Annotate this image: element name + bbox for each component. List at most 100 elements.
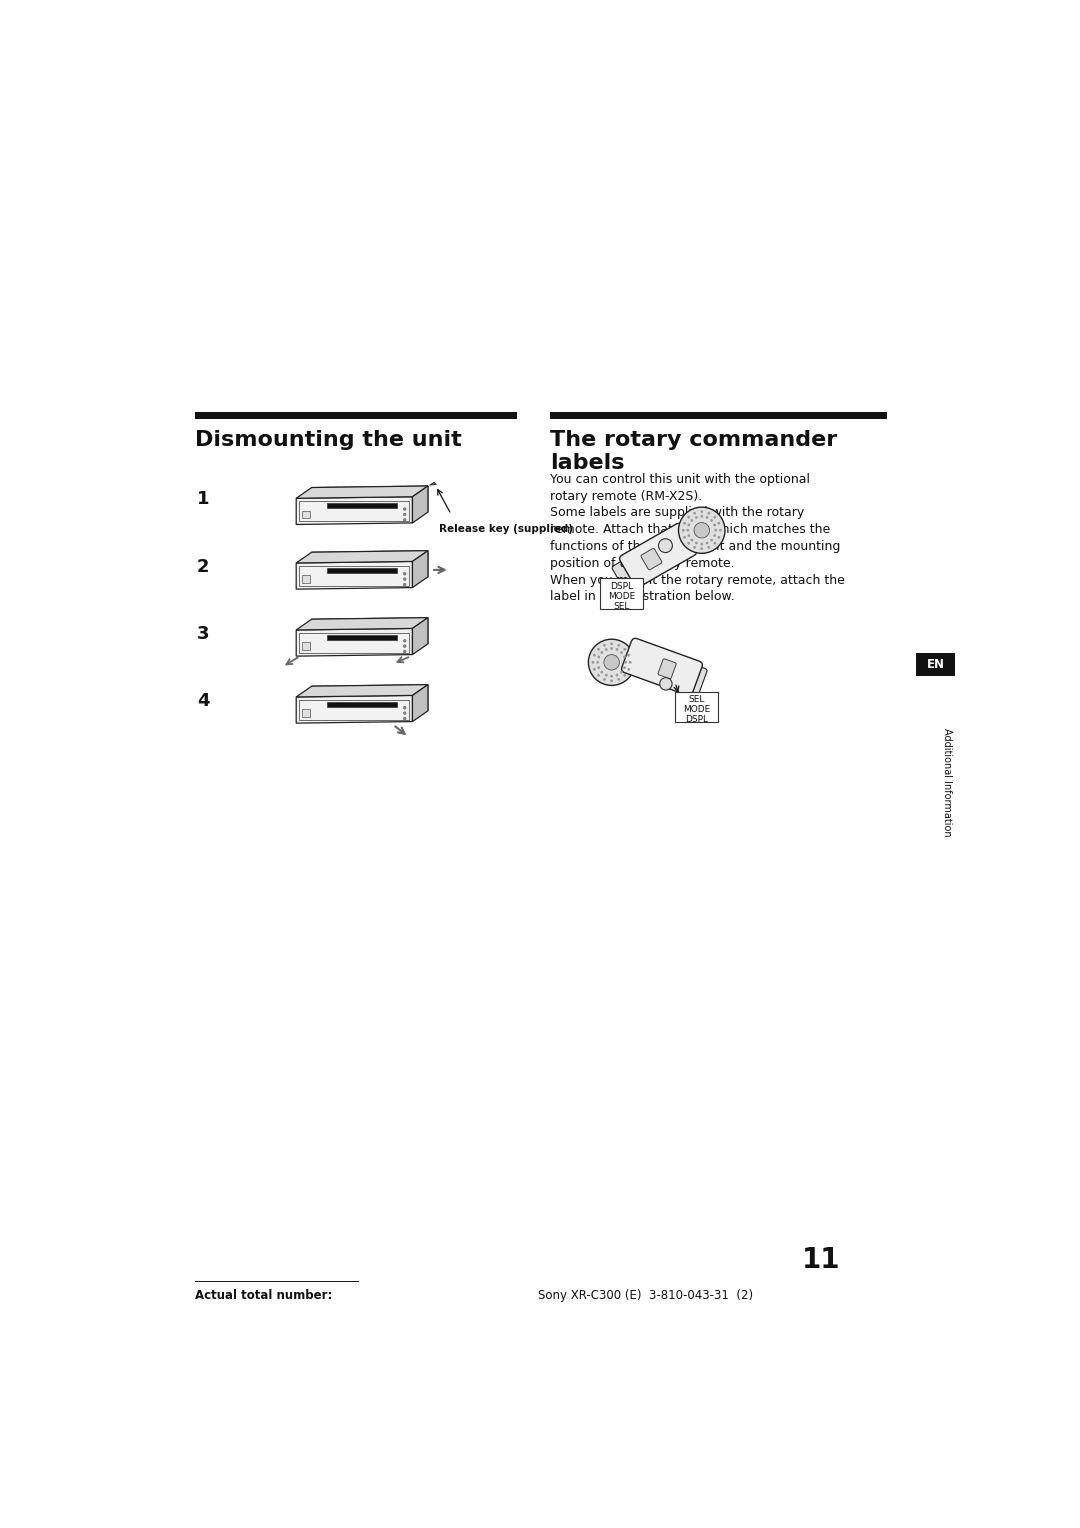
FancyBboxPatch shape <box>658 659 676 678</box>
Circle shape <box>707 512 711 515</box>
Circle shape <box>616 648 619 651</box>
Bar <box>299 700 409 720</box>
Bar <box>600 579 643 610</box>
Polygon shape <box>296 695 413 723</box>
Circle shape <box>403 573 406 575</box>
Text: SEL: SEL <box>688 695 704 704</box>
Polygon shape <box>296 486 428 498</box>
Circle shape <box>620 651 623 654</box>
Circle shape <box>711 539 713 541</box>
Circle shape <box>659 539 673 553</box>
Circle shape <box>717 521 720 524</box>
Text: DSPL: DSPL <box>610 582 633 591</box>
Circle shape <box>684 521 686 524</box>
Circle shape <box>597 666 600 669</box>
Circle shape <box>687 542 690 544</box>
Circle shape <box>660 678 672 691</box>
Circle shape <box>690 520 693 523</box>
Text: Additional Information: Additional Information <box>942 729 953 837</box>
FancyBboxPatch shape <box>612 558 643 588</box>
Text: 11: 11 <box>801 1245 840 1274</box>
FancyBboxPatch shape <box>620 524 697 587</box>
Text: You can control this unit with the optional
rotary remote (RM-X2S).
Some labels : You can control this unit with the optio… <box>550 472 845 604</box>
Bar <box>550 413 887 419</box>
Text: SEL: SEL <box>613 602 630 611</box>
Circle shape <box>700 515 703 518</box>
Circle shape <box>403 513 406 516</box>
Circle shape <box>687 529 689 532</box>
Circle shape <box>696 516 698 520</box>
Circle shape <box>705 541 708 544</box>
Polygon shape <box>296 497 413 524</box>
Circle shape <box>403 584 406 585</box>
Text: Dismounting the unit: Dismounting the unit <box>195 429 462 449</box>
Circle shape <box>627 668 631 671</box>
Bar <box>327 568 397 573</box>
Circle shape <box>696 541 698 544</box>
Circle shape <box>403 578 406 581</box>
Circle shape <box>403 507 406 510</box>
Circle shape <box>616 674 619 677</box>
Polygon shape <box>296 628 413 656</box>
Circle shape <box>623 656 626 659</box>
Circle shape <box>694 523 710 538</box>
Polygon shape <box>312 617 428 645</box>
Text: 2: 2 <box>197 558 210 576</box>
Circle shape <box>403 706 406 709</box>
Text: DSPL: DSPL <box>685 715 708 724</box>
Circle shape <box>714 516 716 518</box>
Circle shape <box>690 539 693 541</box>
Circle shape <box>688 535 690 536</box>
Text: Sony XR-C300 (E)  3-810-043-31  (2): Sony XR-C300 (E) 3-810-043-31 (2) <box>538 1290 753 1302</box>
Text: 4: 4 <box>197 692 210 709</box>
Text: 3: 3 <box>197 625 210 643</box>
Circle shape <box>600 671 603 674</box>
Text: The rotary commander
labels: The rotary commander labels <box>550 429 837 474</box>
Circle shape <box>597 648 599 651</box>
Circle shape <box>693 545 696 549</box>
Circle shape <box>678 507 725 553</box>
Circle shape <box>714 542 716 544</box>
Polygon shape <box>312 486 428 513</box>
Circle shape <box>589 639 635 686</box>
Bar <box>302 709 310 717</box>
Circle shape <box>623 666 626 669</box>
Circle shape <box>693 512 696 515</box>
Circle shape <box>713 535 716 536</box>
Circle shape <box>713 524 716 526</box>
Circle shape <box>403 645 406 648</box>
Polygon shape <box>296 685 428 697</box>
Circle shape <box>403 649 406 652</box>
Circle shape <box>603 678 606 681</box>
Circle shape <box>623 674 626 677</box>
Bar <box>299 501 409 521</box>
Text: MODE: MODE <box>608 593 635 601</box>
Circle shape <box>610 646 613 649</box>
Circle shape <box>618 643 620 646</box>
Text: Release key (supplied): Release key (supplied) <box>438 524 572 533</box>
Polygon shape <box>413 617 428 654</box>
Circle shape <box>719 529 721 532</box>
FancyBboxPatch shape <box>640 549 662 570</box>
Bar <box>299 565 409 587</box>
Circle shape <box>596 662 599 663</box>
Circle shape <box>627 654 631 657</box>
Text: EN: EN <box>927 659 945 671</box>
Bar <box>675 692 718 723</box>
Circle shape <box>684 536 686 539</box>
Circle shape <box>700 510 703 513</box>
Circle shape <box>592 662 594 663</box>
Circle shape <box>610 680 613 681</box>
Circle shape <box>714 529 717 532</box>
Circle shape <box>597 674 599 677</box>
FancyBboxPatch shape <box>680 663 707 694</box>
Polygon shape <box>296 617 428 630</box>
Text: Actual total number:: Actual total number: <box>195 1290 333 1302</box>
Bar <box>327 701 397 707</box>
Text: MODE: MODE <box>683 706 711 715</box>
Circle shape <box>603 643 606 646</box>
Text: 1: 1 <box>197 490 210 507</box>
Circle shape <box>624 662 627 663</box>
Polygon shape <box>296 550 428 562</box>
Circle shape <box>610 642 613 645</box>
